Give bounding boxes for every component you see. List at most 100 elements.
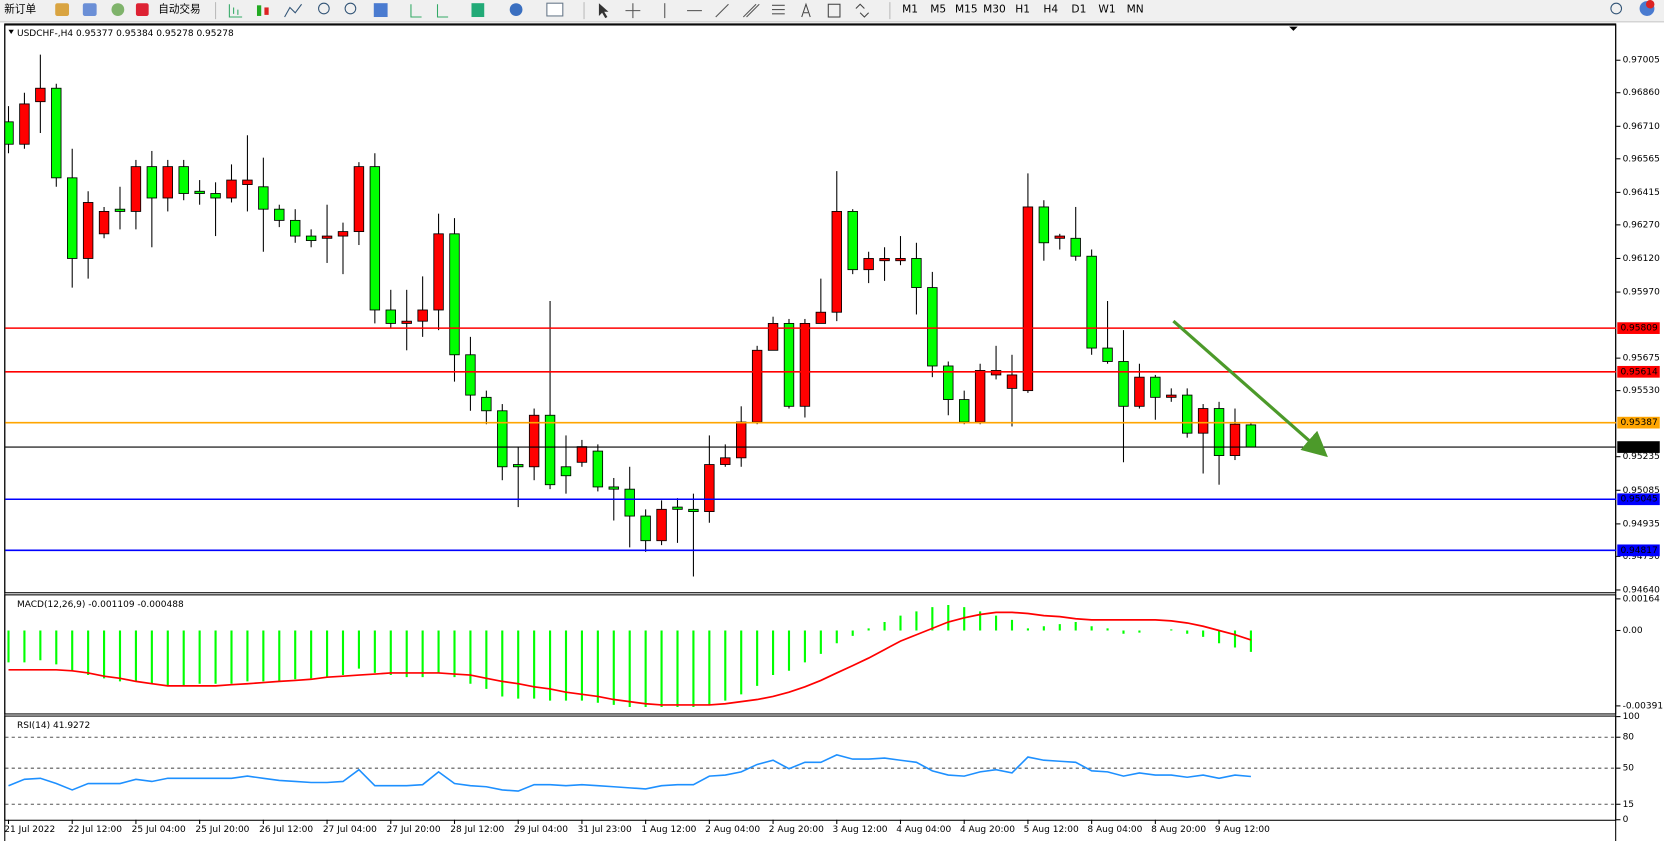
x-tick-label: 28 Jul 12:00 (450, 825, 504, 835)
rsi-line (8, 754, 1251, 792)
icon[interactable] (318, 2, 330, 15)
timeframe-button[interactable]: MN (1127, 3, 1144, 16)
cursor-tool[interactable] (598, 3, 609, 19)
symbol-marker (8, 29, 14, 35)
price-label: 0.95278 (1620, 443, 1658, 453)
candle-body (528, 414, 540, 468)
timeframe-button[interactable]: M1 (902, 3, 918, 16)
x-tick-label: 25 Jul 04:00 (132, 825, 186, 835)
fibo-tool[interactable] (772, 4, 785, 15)
icon[interactable] (410, 4, 422, 18)
icon[interactable] (264, 7, 269, 15)
x-tick-label: 27 Jul 20:00 (387, 825, 441, 835)
x-tick-label: 21 Jul 2022 (4, 825, 55, 835)
candle-body (162, 166, 173, 199)
macd-panel-frame (4, 594, 1617, 715)
candle-body (974, 370, 986, 423)
icon[interactable] (284, 3, 303, 18)
crosshair-tool[interactable] (625, 3, 641, 19)
icon[interactable] (82, 3, 97, 16)
price-label: 0.95614 (1620, 367, 1658, 377)
y-tick-label: 0.95970 (1623, 288, 1661, 298)
search-icon[interactable] (1610, 2, 1623, 15)
y-tick-label: -0.00391 (1623, 701, 1664, 711)
toolbar: 新订单 自动交易 M1 M5 M15 M30 H1 H4 D1 W1 MN (0, 0, 1664, 23)
candle-body (560, 466, 572, 477)
timeframe-button[interactable]: M30 (983, 3, 1006, 16)
icon[interactable] (228, 4, 243, 18)
price-label-bg (1617, 365, 1660, 378)
arrows-tool[interactable] (855, 3, 870, 18)
icon[interactable] (471, 3, 485, 18)
icon[interactable] (111, 3, 125, 16)
candle-body (465, 354, 476, 396)
candle-body (640, 515, 651, 542)
price-label-bg (1617, 493, 1660, 506)
icon[interactable] (135, 3, 149, 16)
x-tick-label: 4 Aug 20:00 (960, 825, 1015, 835)
icon[interactable] (546, 2, 564, 17)
candle-body (51, 87, 62, 179)
x-tick-label: 8 Aug 20:00 (1151, 825, 1206, 835)
shift-marker (1289, 26, 1298, 31)
icon[interactable] (436, 4, 449, 18)
x-tick-label: 2 Aug 04:00 (705, 825, 760, 835)
rsi-panel-frame (4, 715, 1617, 821)
timeframe-button[interactable]: H1 (1015, 3, 1030, 16)
candle-body (911, 258, 922, 289)
candle-body (927, 287, 938, 367)
badge (1645, 0, 1655, 9)
panel-header: USDCHF-,H4 0.95377 0.95384 0.95278 0.952… (17, 28, 234, 38)
candle-body (82, 202, 94, 259)
candle-body (194, 190, 205, 194)
y-tick-label: 0.94935 (1623, 519, 1660, 529)
timeframe-button[interactable]: H4 (1043, 3, 1058, 16)
y-tick-label: 0.94790 (1623, 552, 1661, 562)
candle-body (863, 258, 874, 271)
candle-body (35, 87, 46, 103)
candle-body (736, 421, 747, 459)
candle-body (67, 177, 78, 259)
x-tick-label: 1 Aug 12:00 (641, 825, 696, 835)
icon[interactable] (344, 2, 357, 15)
new-order-button[interactable]: 新订单 (4, 3, 36, 16)
candle-body (624, 488, 635, 517)
candle-body (751, 349, 763, 423)
auto-trading-button[interactable]: 自动交易 (158, 3, 200, 16)
candle-body (369, 166, 381, 311)
candle-body (1150, 376, 1161, 398)
candle-body (449, 233, 460, 356)
candle-body (210, 193, 221, 199)
y-tick-label: 0.96415 (1623, 188, 1660, 198)
candle-body (1086, 255, 1097, 349)
candle-body (1134, 376, 1145, 407)
icon[interactable] (256, 5, 262, 16)
channel-tool[interactable] (742, 3, 760, 18)
candle-body (1038, 206, 1050, 244)
price-label: 0.95387 (1620, 418, 1657, 428)
timeframe-button[interactable]: M5 (930, 3, 946, 16)
text-tool[interactable] (801, 2, 811, 18)
timeframe-button[interactable]: M15 (955, 3, 978, 16)
icon[interactable] (55, 3, 70, 16)
header-value: 41.9272 (53, 721, 90, 731)
candle-body (513, 464, 524, 468)
timeframe-button[interactable]: W1 (1098, 3, 1115, 16)
candle-body (178, 166, 189, 194)
trendline-tool[interactable] (715, 3, 729, 18)
y-tick-label: 0.97005 (1623, 56, 1660, 66)
y-tick-label: 0.96270 (1623, 220, 1661, 230)
candle-body (656, 508, 667, 542)
signal-line (8, 611, 1252, 706)
x-tick-label: 3 Aug 12:00 (833, 825, 888, 835)
y-tick-label: 0 (1623, 815, 1629, 825)
timeframe-button[interactable]: D1 (1071, 3, 1086, 16)
candle-body (767, 322, 779, 351)
icon[interactable] (509, 3, 523, 16)
y-tick-label: 0.00164 (1623, 594, 1661, 604)
icon[interactable] (373, 3, 388, 18)
label-tool[interactable] (827, 3, 841, 18)
y-tick-label: 0.94640 (1623, 585, 1661, 595)
